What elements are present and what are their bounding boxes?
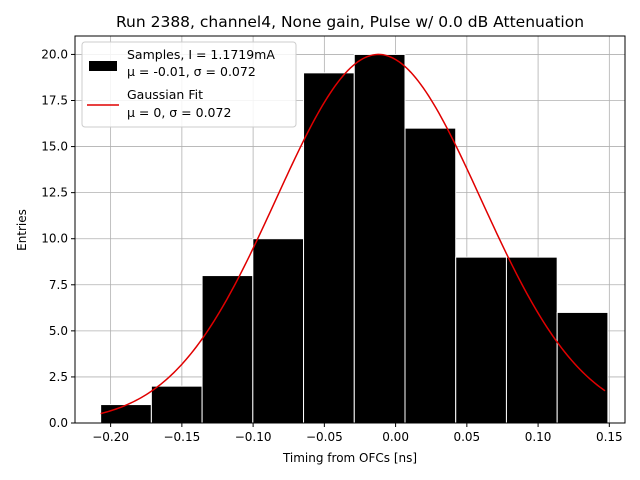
legend-fit-label: Gaussian Fit xyxy=(127,87,203,102)
y-tick-label: 15.0 xyxy=(41,140,68,154)
gaussian-fit-line xyxy=(100,53,606,415)
histogram-bar xyxy=(100,404,152,424)
x-tick-label: 0.10 xyxy=(525,430,552,444)
histogram-bar xyxy=(252,238,305,424)
legend: Samples, I = 1.1719mA μ = -0.01, σ = 0.0… xyxy=(81,41,297,128)
legend-samples-stats: μ = -0.01, σ = 0.072 xyxy=(127,64,256,79)
x-tick-label: −0.05 xyxy=(306,430,343,444)
y-tick-label: 10.0 xyxy=(41,232,68,246)
x-tick-label: −0.10 xyxy=(235,430,272,444)
x-tick-label: 0.05 xyxy=(453,430,480,444)
y-tick-label: 17.5 xyxy=(41,94,68,108)
y-tick-label: 20.0 xyxy=(41,47,68,61)
chart-title: Run 2388, channel4, None gain, Pulse w/ … xyxy=(116,13,584,31)
histogram-bar xyxy=(404,127,457,424)
histogram-bar xyxy=(505,256,558,424)
x-tick-label: −0.20 xyxy=(92,430,129,444)
histogram-bar xyxy=(556,311,609,424)
histogram-bar xyxy=(353,53,406,424)
x-tick-label: −0.15 xyxy=(163,430,200,444)
x-tick-label: 0.15 xyxy=(596,430,623,444)
y-axis-ticks: 0.0 2.5 5.0 7.5 10.0 12.5 15.0 17.5 20.0 xyxy=(41,47,75,430)
y-tick-label: 5.0 xyxy=(49,324,68,338)
x-axis-ticks: −0.20 −0.15 −0.10 −0.05 0.00 0.05 0.10 0.15 xyxy=(92,423,623,444)
histogram-bar xyxy=(455,256,507,424)
histogram-bar xyxy=(201,275,254,424)
x-tick-label: 0.00 xyxy=(382,430,409,444)
legend-samples-swatch xyxy=(89,61,117,71)
legend-fit-stats: μ = 0, σ = 0.072 xyxy=(127,105,231,120)
y-tick-label: 0.0 xyxy=(49,416,68,430)
x-axis-label: Timing from OFCs [ns] xyxy=(282,451,417,465)
histogram-bars xyxy=(100,53,609,424)
histogram-bar xyxy=(150,385,203,424)
y-axis-label: Entries xyxy=(15,209,29,251)
legend-box xyxy=(81,41,297,128)
y-tick-label: 2.5 xyxy=(49,370,68,384)
legend-samples-label: Samples, I = 1.1719mA xyxy=(127,47,275,62)
y-tick-label: 7.5 xyxy=(49,278,68,292)
y-tick-label: 12.5 xyxy=(41,186,68,200)
plot-frame xyxy=(74,35,626,424)
